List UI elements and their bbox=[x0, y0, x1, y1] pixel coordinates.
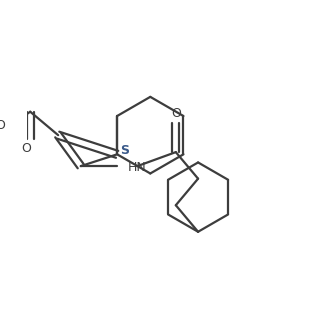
Text: O: O bbox=[0, 119, 5, 132]
Text: O: O bbox=[171, 107, 181, 120]
Text: HN: HN bbox=[128, 161, 147, 174]
Text: S: S bbox=[120, 144, 129, 157]
Text: O: O bbox=[22, 142, 32, 155]
